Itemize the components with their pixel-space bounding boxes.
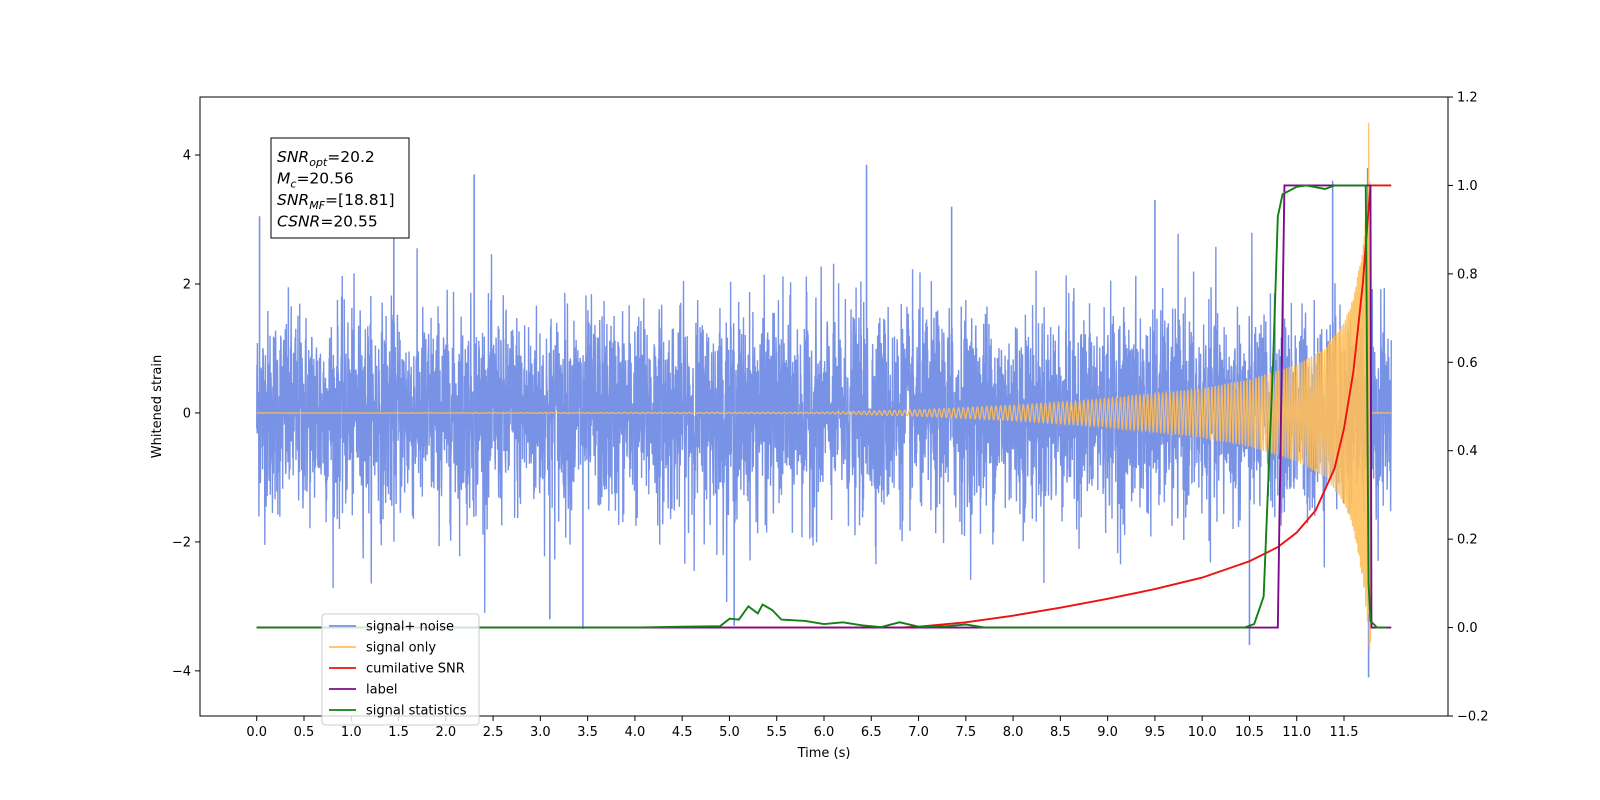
plot-area xyxy=(256,122,1392,678)
y2-tick-label: 0.4 xyxy=(1457,444,1478,459)
annotation-frame xyxy=(270,137,410,239)
legend-entry-label: label xyxy=(329,683,397,698)
x-tick-label: 11.5 xyxy=(1330,725,1359,740)
legend-entry-signal-statistics: signal statistics xyxy=(329,704,467,719)
legend-label: cumilative SNR xyxy=(366,662,465,677)
y-tick-label: 0 xyxy=(183,406,191,421)
x-tick-label: 5.5 xyxy=(766,725,787,740)
x-tick-label: 9.5 xyxy=(1145,725,1166,740)
annotation-line: Mc=20.56 xyxy=(277,170,354,191)
y2-tick-label: 1.2 xyxy=(1457,91,1478,106)
x-tick-label: 1.5 xyxy=(388,725,409,740)
x-tick-label: 11.0 xyxy=(1282,725,1311,740)
annotation-line: CSNR=20.55 xyxy=(277,213,378,231)
legend-label: signal only xyxy=(366,641,436,656)
y2-tick-label: 0.2 xyxy=(1457,533,1478,548)
x-tick-label: 6.0 xyxy=(814,725,835,740)
y-axis-label: Whitened strain xyxy=(150,355,165,458)
x-tick-label: 0.0 xyxy=(246,725,267,740)
x-tick-label: 4.0 xyxy=(625,725,646,740)
x-tick-label: 7.0 xyxy=(908,725,929,740)
legend-entry-cumulative-snr: cumilative SNR xyxy=(329,662,465,677)
x-tick-label: 3.0 xyxy=(530,725,551,740)
annotation-line: SNRopt=20.2 xyxy=(277,148,375,169)
axes: 0.0 0.5 1.0 1.5 2.0 2.5 3.0 3.5 4.0 4.5 5.0 5.5 6.0 6… xyxy=(150,91,1489,762)
y-tick-label: −2 xyxy=(172,535,191,550)
legend: signal+ noise signal only cumilative SNR la… xyxy=(321,613,480,726)
annotation-line: SNRMF=[18.81] xyxy=(277,191,395,212)
series-signal-only-line xyxy=(256,122,1392,652)
x-tick-label: 8.0 xyxy=(1003,725,1024,740)
x-tick-label: 8.5 xyxy=(1050,725,1071,740)
x-tick-label: 10.5 xyxy=(1235,725,1264,740)
x-tick-label: 9.0 xyxy=(1097,725,1118,740)
y-tick-label: −4 xyxy=(172,664,191,679)
legend-label: label xyxy=(366,683,397,698)
x-tick-label: 6.5 xyxy=(861,725,882,740)
y-tick-label: 4 xyxy=(183,149,191,164)
legend-label: signal statistics xyxy=(366,704,467,719)
y2-tick-label: 1.0 xyxy=(1457,179,1478,194)
x-axis-label: Time (s) xyxy=(797,746,851,761)
y2-tick-label: 0.0 xyxy=(1457,621,1478,636)
legend-frame xyxy=(321,613,480,726)
y2-tick-label: 0.6 xyxy=(1457,356,1478,371)
x-tick-label: 4.5 xyxy=(672,725,693,740)
series-signal-statistics-line xyxy=(256,184,1387,629)
legend-entry-signal-noise: signal+ noise xyxy=(329,620,454,635)
y-tick-label: 2 xyxy=(183,277,191,292)
x-tick-label: 0.5 xyxy=(294,725,315,740)
x-tick-label: 10.0 xyxy=(1188,725,1217,740)
series-cumulative-snr-line xyxy=(256,184,1392,629)
y2-tick-label: 0.8 xyxy=(1457,267,1478,282)
annotation-box: SNRopt=20.2Mc=20.56SNRMF=[18.81]CSNR=20.… xyxy=(270,137,410,239)
x-tick-label: 2.5 xyxy=(483,725,504,740)
legend-label: signal+ noise xyxy=(366,620,454,635)
x-tick-label: 7.5 xyxy=(955,725,976,740)
y2-tick-label: −0.2 xyxy=(1457,710,1489,725)
x-tick-label: 2.0 xyxy=(435,725,456,740)
legend-entry-signal-only: signal only xyxy=(329,641,436,656)
x-tick-label: 1.0 xyxy=(341,725,362,740)
x-tick-label: 5.0 xyxy=(719,725,740,740)
x-tick-label: 3.5 xyxy=(577,725,598,740)
